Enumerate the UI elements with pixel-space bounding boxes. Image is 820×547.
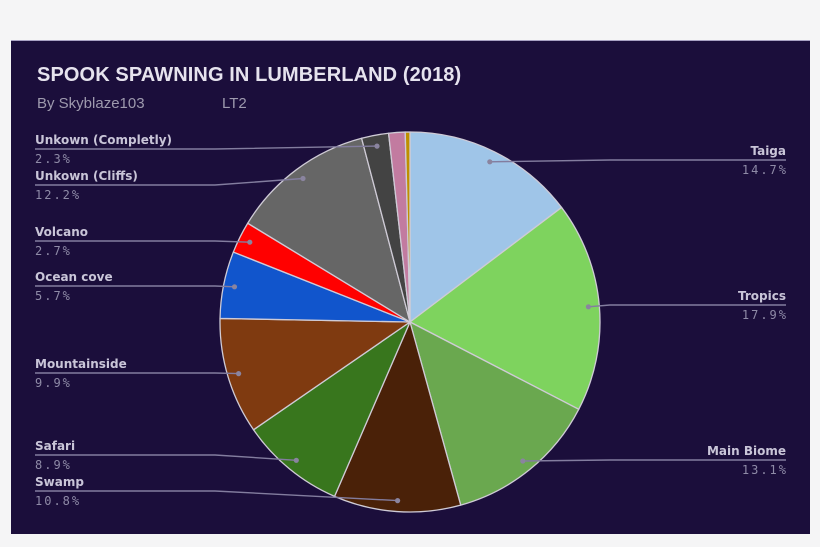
pie-slice: [404, 131, 411, 323]
leader-line: [35, 240, 250, 243]
leader-lines: [35, 143, 786, 504]
slice-value: 10.8%: [35, 494, 82, 508]
slice-value: 2.3%: [35, 152, 72, 166]
chart-subtitle-author: By Skyblaze103: [37, 95, 145, 112]
leader-dot: [300, 175, 306, 182]
chart-subtitle-tag: LT2: [222, 95, 247, 112]
pie-slices: [219, 131, 601, 513]
slice-value: 13.1%: [741, 463, 788, 477]
slice-label: Unkown (Cliffs): [35, 169, 138, 183]
slice-label: Ocean cove: [35, 270, 113, 284]
leader-line: [35, 372, 239, 375]
leader-dot: [585, 304, 592, 310]
slice-value: 17.9%: [741, 308, 788, 322]
slice-value: 8.9%: [35, 458, 72, 472]
leader-dot: [236, 371, 242, 377]
slice-label: Unkown (Completly): [35, 133, 173, 147]
pie-slice: [409, 321, 580, 506]
leader-line: [35, 145, 378, 150]
leader-line: [35, 285, 235, 288]
slice-label: Mountainside: [35, 357, 127, 371]
slice-label: Tropics: [738, 289, 786, 303]
leader-dot: [395, 498, 401, 504]
slice-label: Main Biome: [706, 444, 786, 458]
slice-label: Safari: [35, 439, 76, 453]
leader-line: [35, 177, 304, 186]
leader-dot: [374, 143, 380, 149]
pie-slice: [219, 317, 411, 431]
slice-label: Swamp: [35, 475, 84, 489]
leader-dot: [293, 457, 299, 463]
slice-value: 2.7%: [35, 244, 72, 258]
chart-title: SPOOK SPAWNING IN LUMBERLAND (2018): [37, 64, 462, 86]
leader-line: [588, 304, 786, 308]
slice-label: Taiga: [750, 144, 786, 158]
slice-value: 12.2%: [35, 188, 82, 202]
leader-dot: [520, 458, 526, 464]
slice-value: 9.9%: [35, 376, 72, 390]
leader-dot: [231, 284, 238, 290]
slice-value: 14.7%: [741, 163, 788, 177]
pie-slice: [247, 137, 411, 323]
leader-line: [35, 454, 297, 461]
slice-label: Volcano: [35, 225, 88, 239]
leader-line: [522, 459, 786, 462]
pie-slice: [252, 321, 411, 498]
leader-dot: [487, 159, 493, 165]
leader-line: [489, 159, 786, 163]
pie-slice: [333, 321, 462, 513]
leader-line: [35, 490, 398, 502]
slice-value: 5.7%: [35, 289, 72, 303]
leader-dot: [247, 239, 253, 245]
pie-slice: [409, 131, 563, 323]
